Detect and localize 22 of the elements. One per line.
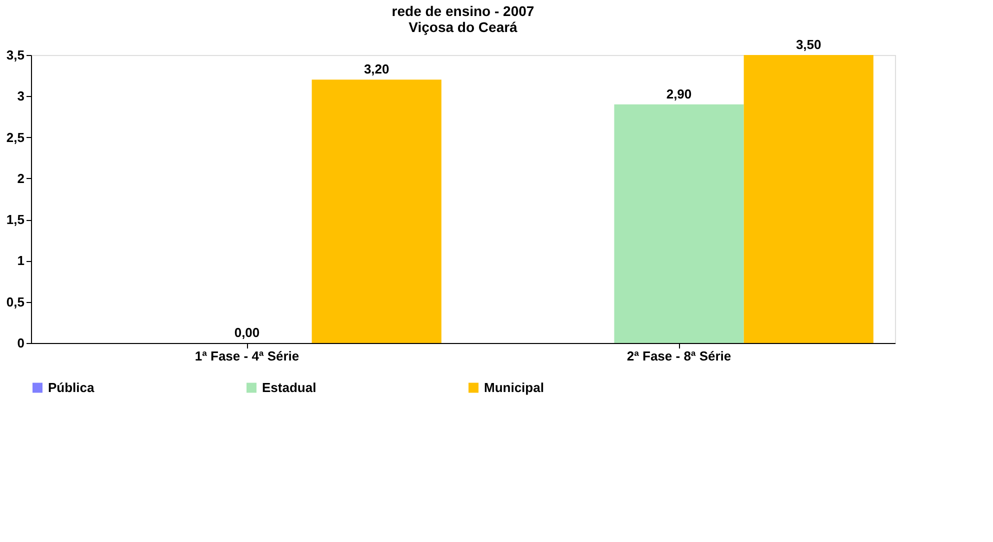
x-tick-label: 2ª Fase - 8ª Série (626, 348, 732, 364)
legend-label: Municipal (484, 380, 544, 395)
bar (614, 104, 744, 343)
legend-label: Estadual (262, 380, 316, 395)
y-tick-label: 0 (17, 336, 24, 350)
y-tick-label: 2 (17, 170, 24, 186)
y-tick-label: 1,5 (6, 212, 24, 228)
y-tick-label: 1 (17, 253, 24, 268)
x-tick-label: 1ª Fase - 4ª Série (194, 348, 300, 364)
legend-label: Pública (48, 380, 96, 395)
text: rede de ensino - 2007 (392, 3, 534, 19)
y-tick-label: 3,5 (6, 48, 24, 62)
y-tick-label: 3 (17, 88, 24, 104)
bar (312, 80, 442, 343)
y-tick-label: 2,5 (6, 130, 24, 145)
data-label: 3,50 (796, 37, 822, 52)
text: Viçosa do Ceará (408, 19, 518, 35)
data-label: 2,90 (666, 86, 692, 102)
y-tick-label: 0,5 (6, 294, 24, 310)
data-label: 0,00 (234, 325, 260, 340)
data-label: 3,20 (364, 62, 390, 77)
bar (744, 55, 874, 343)
